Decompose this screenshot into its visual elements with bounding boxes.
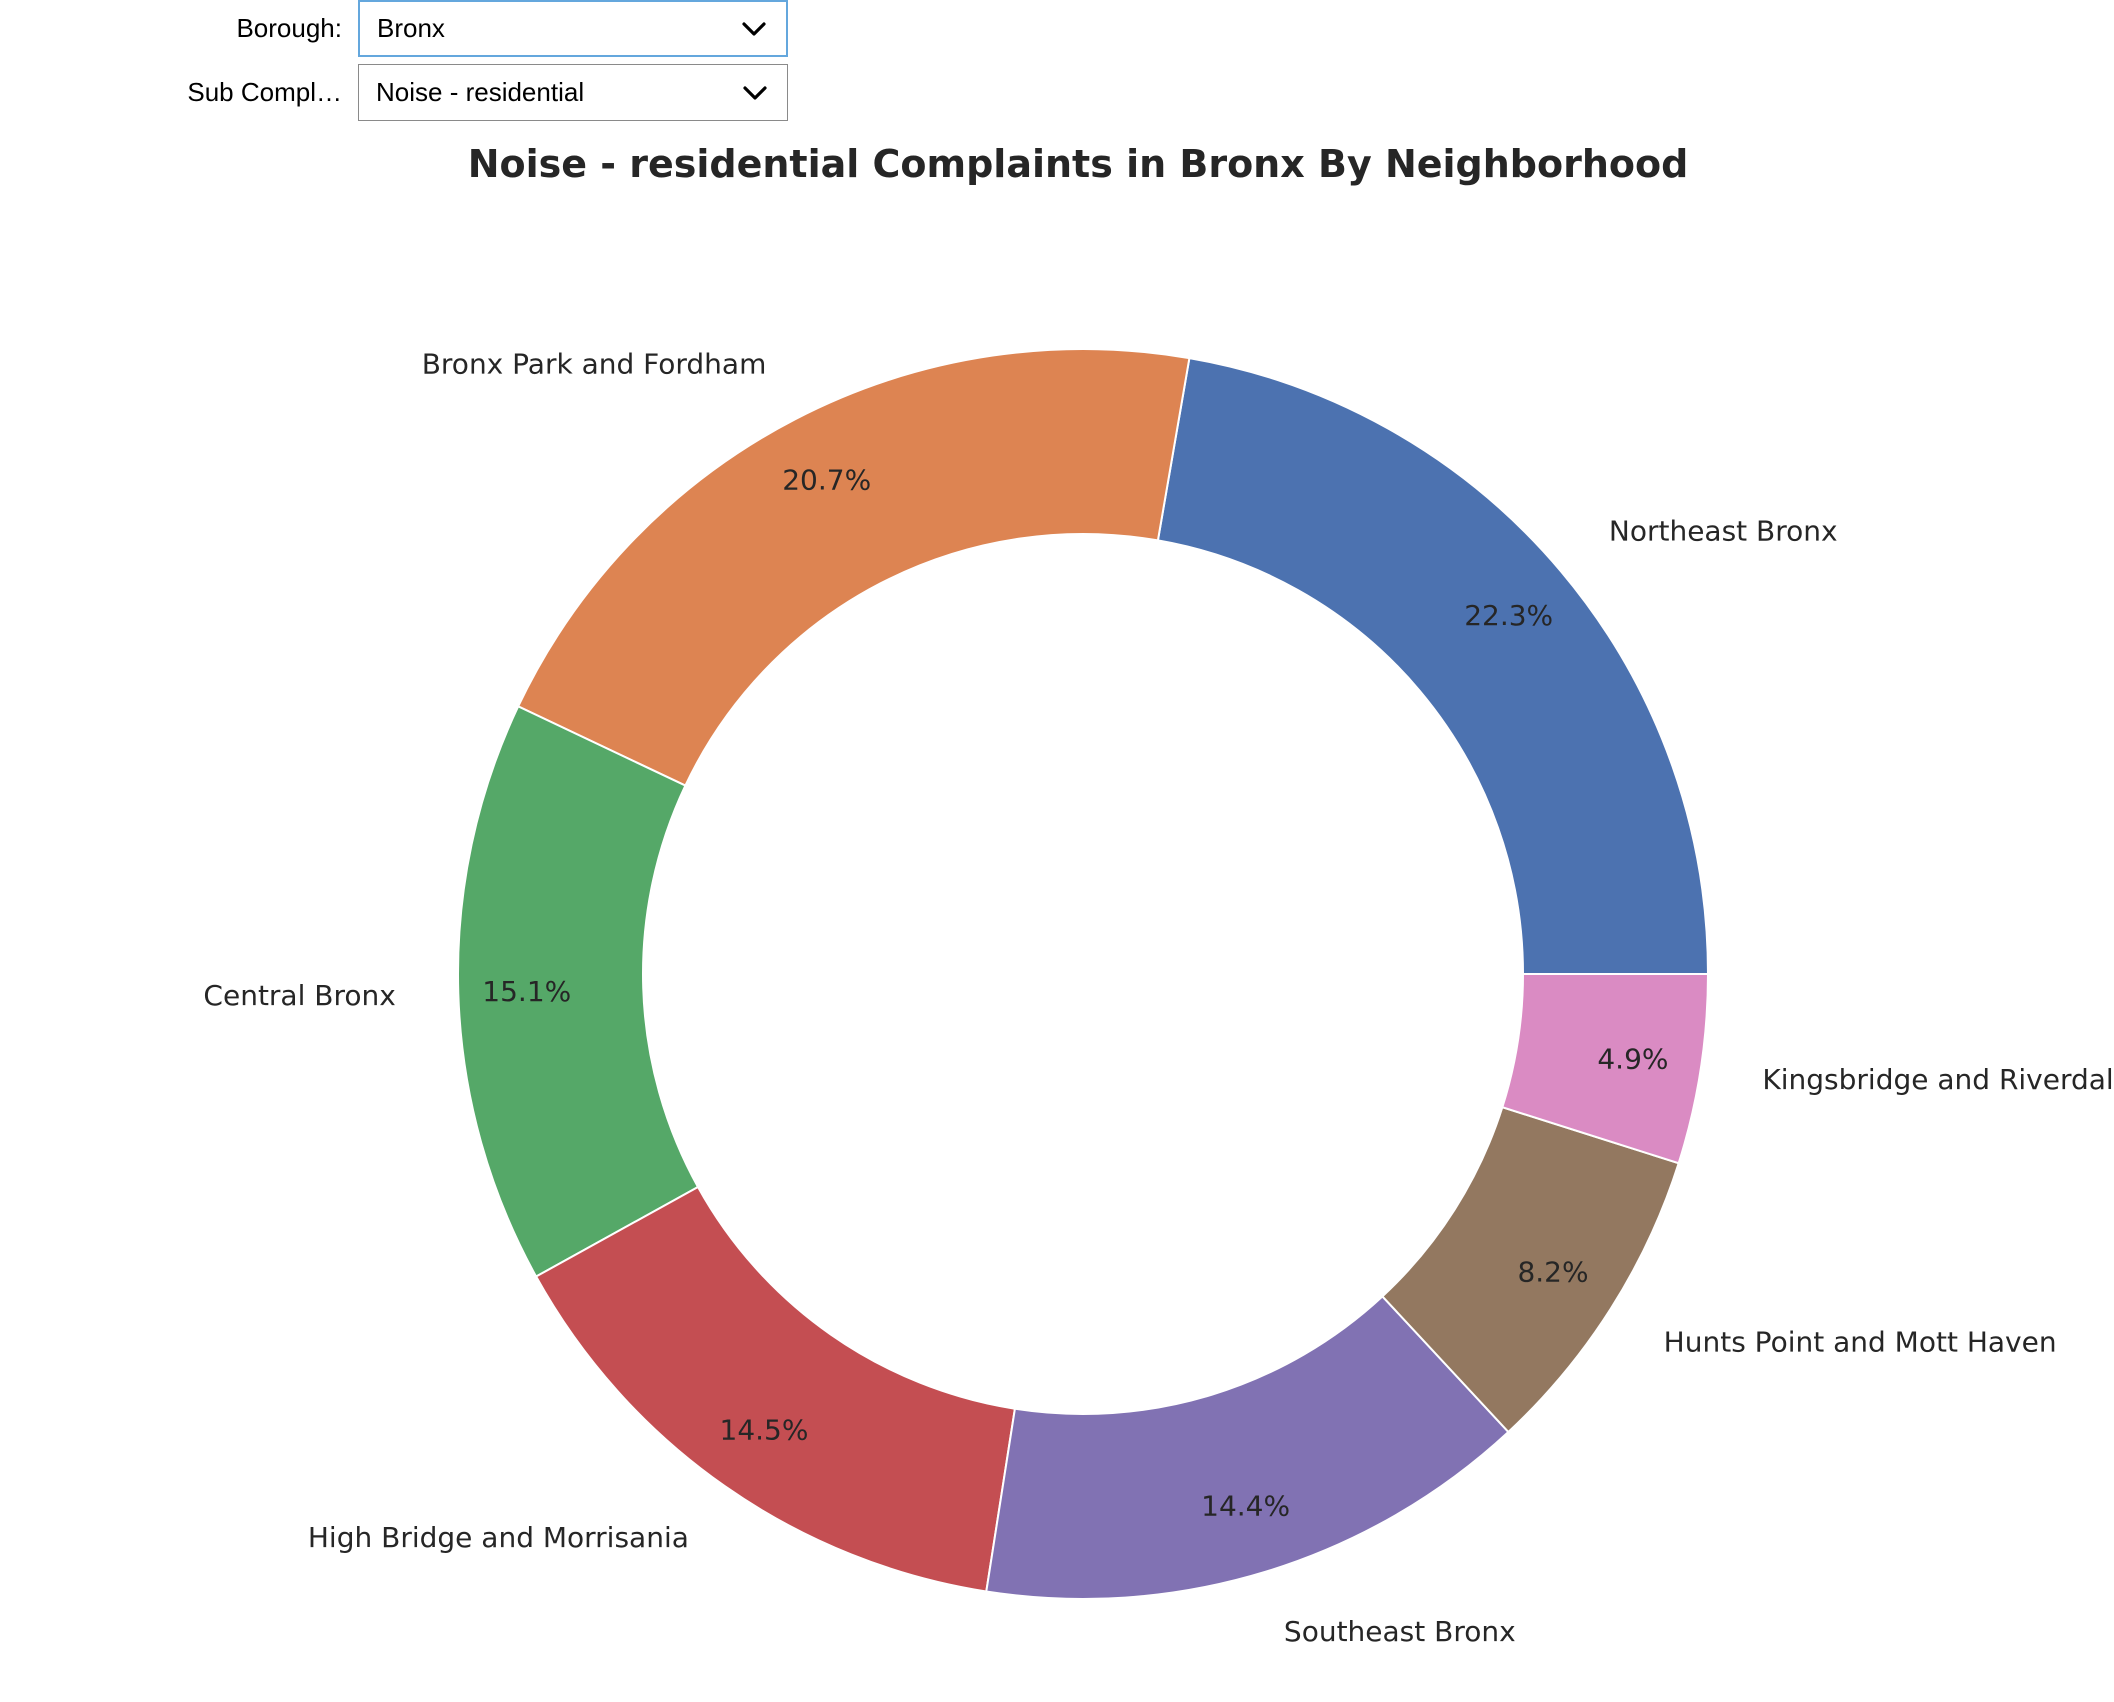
slice-category-label: Northeast Bronx bbox=[1609, 515, 1838, 548]
sub-complaint-control: Sub Compl… Noise - residential bbox=[0, 64, 788, 121]
slice-southeast-bronx bbox=[985, 1294, 1510, 1600]
slice-high-bridge-and-morrisania bbox=[534, 1185, 1017, 1593]
slice-percent-label: 22.3% bbox=[1464, 599, 1553, 632]
slice-category-label: Southeast Bronx bbox=[1284, 1615, 1516, 1648]
slice-category-label: High Bridge and Morrisania bbox=[308, 1521, 689, 1554]
labels-layer: 22.3% Northeast Bronx 20.7% Bronx Park and … bbox=[203, 347, 2114, 1648]
slice-kingsbridge-and-riverdale bbox=[1501, 973, 1710, 1165]
slices-layer bbox=[457, 348, 1710, 1600]
slice-percent-label: 14.5% bbox=[720, 1413, 809, 1446]
slice-central-bronx bbox=[457, 705, 700, 1278]
slice-percent-label: 4.9% bbox=[1597, 1043, 1668, 1076]
slice-category-label: Hunts Point and Mott Haven bbox=[1664, 1326, 2057, 1359]
slice-percent-label: 14.4% bbox=[1201, 1490, 1290, 1523]
slice-bronx-park-and-fordham bbox=[516, 348, 1191, 787]
slice-category-label: Bronx Park and Fordham bbox=[422, 347, 767, 380]
chevron-down-icon bbox=[743, 85, 767, 100]
borough-control: Borough: Bronx bbox=[0, 0, 788, 57]
slice-percent-label: 8.2% bbox=[1517, 1255, 1588, 1288]
chart-title: Noise - residential Complaints in Bronx … bbox=[468, 142, 1689, 186]
slice-category-label: Kingsbridge and Riverdale bbox=[1762, 1063, 2114, 1096]
borough-select-value: Bronx bbox=[377, 13, 445, 43]
chevron-down-icon bbox=[742, 21, 766, 36]
slice-percent-label: 15.1% bbox=[482, 975, 571, 1008]
sub-complaint-select[interactable]: Noise - residential bbox=[358, 64, 788, 121]
slice-percent-label: 20.7% bbox=[782, 464, 871, 497]
slice-northeast-bronx bbox=[1156, 356, 1710, 975]
slice-category-label: Central Bronx bbox=[203, 979, 395, 1012]
borough-select[interactable]: Bronx bbox=[358, 0, 788, 57]
sub-complaint-select-value: Noise - residential bbox=[376, 77, 585, 107]
